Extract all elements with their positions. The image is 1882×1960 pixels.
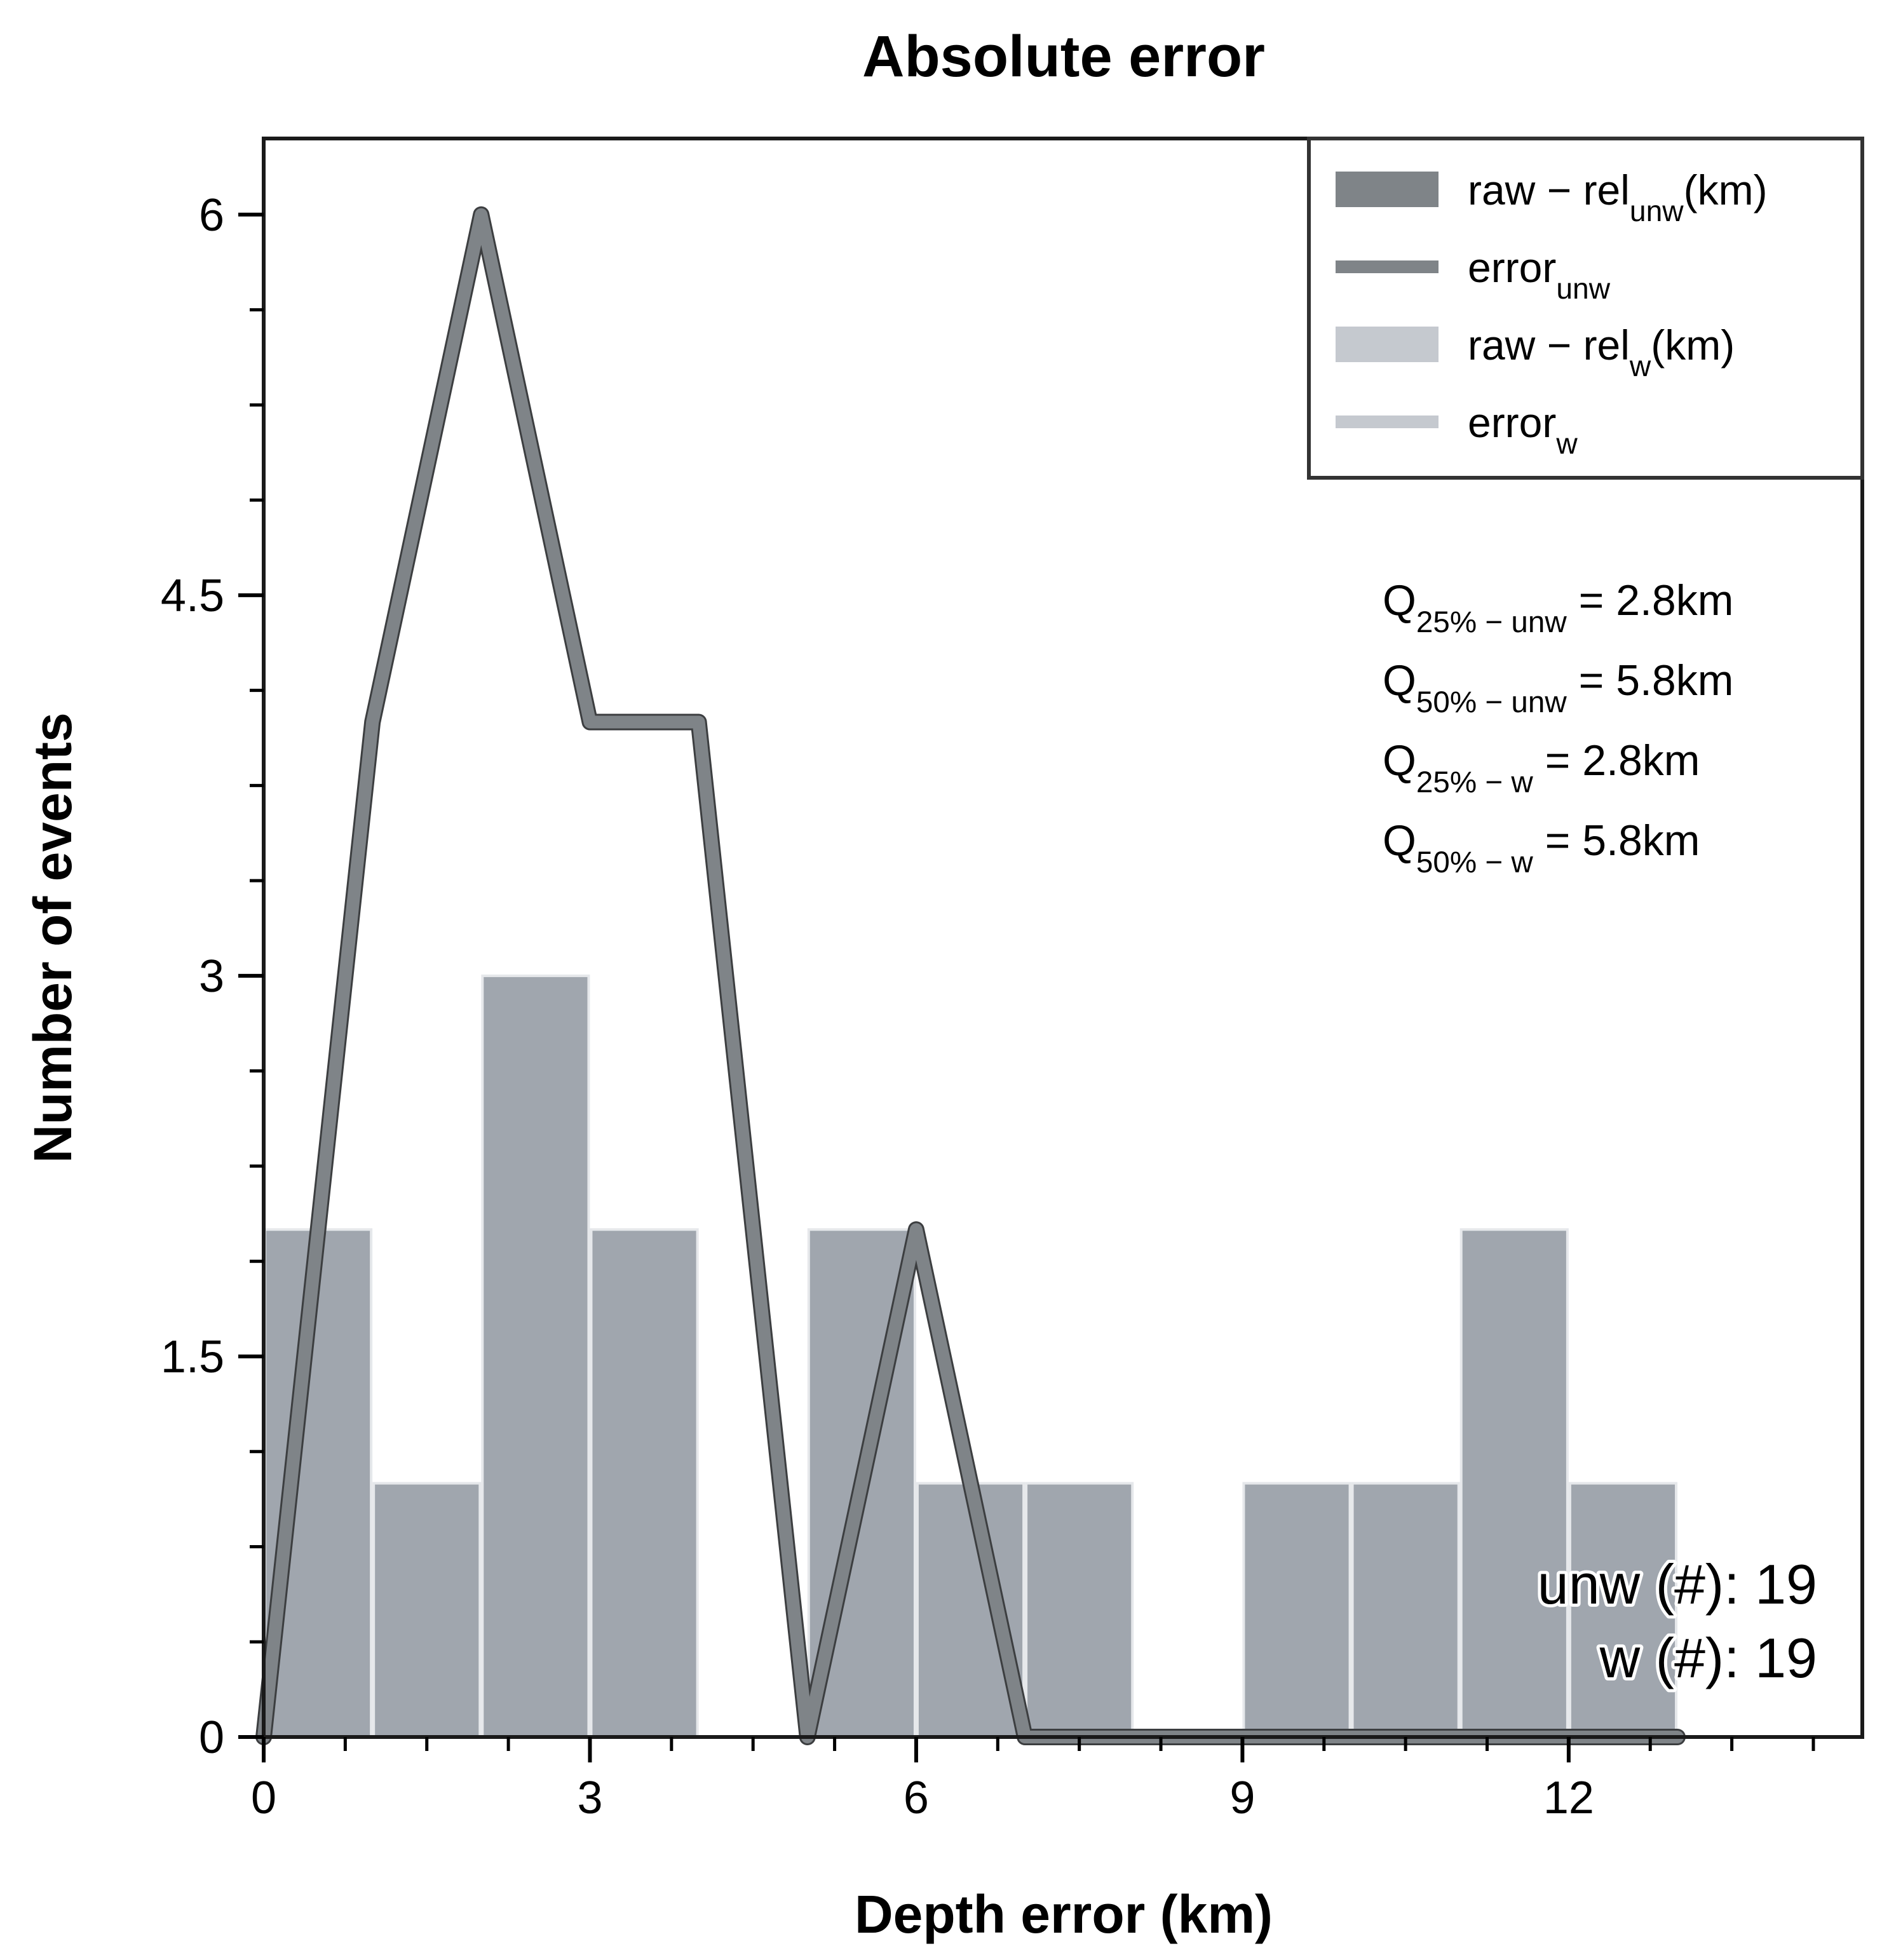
legend-label-patch-w: raw − relw(km) (1468, 321, 1735, 382)
x-tick-label: 3 (577, 1773, 602, 1823)
x-tick-label: 12 (1543, 1773, 1594, 1823)
x-tick-label: 0 (251, 1773, 276, 1823)
x-tick-label: 9 (1229, 1773, 1255, 1823)
legend-label-line-w: errorw (1468, 399, 1578, 460)
quantile-annotations: Q25% − unw = 2.8km Q50% − unw = 5.8km Q25%… (1383, 576, 1733, 879)
y-tick-label: 0 (199, 1712, 224, 1763)
error-lines (255, 206, 1686, 1745)
bar-9 (1242, 1482, 1351, 1739)
legend-label-line-unw: errorunw (1468, 244, 1611, 305)
count-1: w (#): 19 (1599, 1626, 1817, 1689)
plot-frame (262, 137, 1864, 1739)
y-axis: 0 1.5 3 4.5 6 (161, 190, 264, 1763)
bar-10 (1351, 1482, 1460, 1739)
bar-1 (372, 1482, 482, 1739)
error-line-unw (257, 208, 1684, 1743)
quantile-3: Q50% − w = 5.8km (1383, 816, 1700, 879)
y-tick-label: 1.5 (161, 1332, 224, 1382)
legend: raw − relunw(km) errorunw raw − relw(km) er… (1307, 137, 1864, 480)
y-tick-label: 6 (199, 190, 224, 241)
event-counts: unw (#): 19 w (#): 19 (1534, 1550, 1820, 1693)
count-0: unw (#): 19 (1538, 1553, 1817, 1616)
bar-7 (1025, 1482, 1134, 1739)
bar-11 (1459, 1228, 1569, 1739)
legend-swatch-unw (1336, 172, 1439, 207)
bar-3 (590, 1228, 699, 1739)
x-axis: 0 3 6 9 12 (251, 1737, 1815, 1823)
x-tick-label: 6 (904, 1773, 929, 1823)
quantile-2: Q25% − w = 2.8km (1383, 736, 1700, 799)
y-tick-label: 3 (199, 951, 224, 1002)
quantile-0: Q25% − unw = 2.8km (1383, 576, 1733, 639)
y-axis-label: Number of events (23, 712, 83, 1163)
legend-label-patch-unw: raw − relunw(km) (1468, 166, 1768, 227)
quantile-1: Q50% − unw = 5.8km (1383, 656, 1733, 719)
x-axis-label: Depth error (km) (855, 1884, 1273, 1944)
bar-2 (481, 974, 590, 1738)
y-tick-label: 4.5 (161, 571, 224, 621)
bar-12 (1568, 1482, 1678, 1739)
chart-title: Absolute error (862, 24, 1265, 89)
legend-swatch-w (1336, 327, 1439, 362)
histogram-bars (264, 974, 1678, 1739)
